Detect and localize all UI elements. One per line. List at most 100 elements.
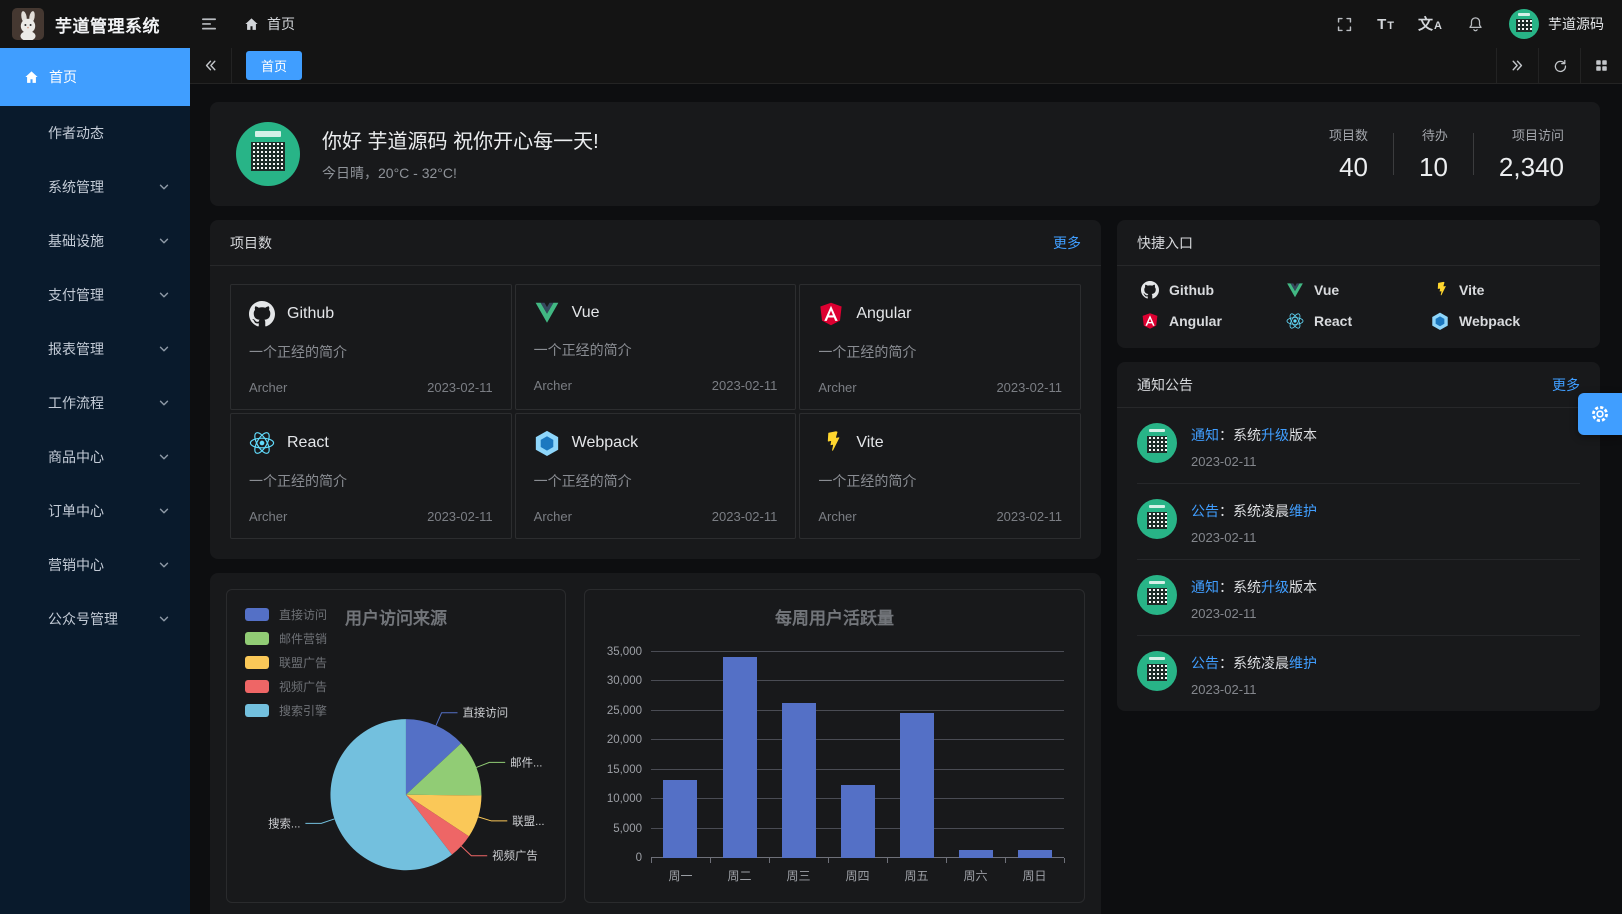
project-author: Archer	[249, 509, 288, 524]
user-menu[interactable]: 芋道源码	[1509, 9, 1604, 39]
project-card-vite[interactable]: Vite 一个正经的简介 Archer 2023-02-11	[799, 413, 1081, 539]
shortcuts-panel-title: 快捷入口	[1137, 234, 1193, 251]
pie-chart: 用户访问来源 直接访问 邮件营销 联盟广告 视频广告 搜索引擎 直接访问 邮件..…	[226, 589, 566, 903]
user-avatar	[1509, 9, 1539, 39]
vite-icon	[1431, 281, 1449, 299]
legend-item[interactable]: 直接访问	[245, 606, 327, 623]
stat-label: 待办	[1421, 128, 1448, 143]
legend-item[interactable]: 邮件营销	[245, 630, 327, 647]
language-icon-secondary: A	[1434, 19, 1442, 32]
sidebar-item-official-account[interactable]: 公众号管理	[0, 592, 190, 646]
breadcrumb[interactable]: 首页	[244, 14, 295, 34]
welcome-weather: 今日晴，20°C - 32°C!	[322, 165, 457, 181]
project-name: Angular	[856, 305, 912, 322]
fullscreen-icon[interactable]	[1336, 16, 1353, 33]
chevron-down-icon	[158, 343, 170, 355]
welcome-greeting: 你好 芋道源码 祝你开心每一天!	[322, 131, 599, 153]
svg-text:邮件...: 邮件...	[510, 755, 542, 769]
sidebar-item-label: 基础设施	[48, 233, 104, 249]
project-date: 2023-02-11	[711, 509, 778, 524]
language-icon-primary: 文	[1418, 15, 1434, 33]
sidebar-item-author-news[interactable]: 作者动态	[0, 106, 190, 160]
legend-swatch	[245, 704, 269, 717]
sidebar-item-report-mgmt[interactable]: 报表管理	[0, 322, 190, 376]
react-icon	[1286, 312, 1304, 330]
font-size-icon[interactable]: T T	[1377, 17, 1394, 32]
settings-fab[interactable]	[1578, 393, 1622, 435]
legend-swatch	[245, 656, 269, 669]
project-card-github[interactable]: Github 一个正经的简介 Archer 2023-02-11	[230, 284, 512, 410]
sidebar-item-product-center[interactable]: 商品中心	[0, 430, 190, 484]
tab-home[interactable]: 首页	[246, 51, 303, 80]
sidebar-fold-icon[interactable]	[200, 15, 218, 33]
refresh-icon[interactable]	[1538, 48, 1580, 83]
projects-more-link[interactable]: 更多	[1053, 234, 1081, 251]
project-name: Vue	[571, 304, 600, 321]
stat-projects: 项目数 40	[1304, 125, 1393, 183]
notice-item[interactable]: 公告：系统凌晨维护 2023-02-11	[1137, 483, 1580, 559]
legend-swatch	[245, 608, 269, 621]
notice-item[interactable]: 公告：系统凌晨维护 2023-02-11	[1137, 635, 1580, 711]
notice-date: 2023-02-11	[1191, 682, 1257, 697]
top-header: 芋道管理系统 首页 T T 文 A 芋道	[0, 0, 1622, 48]
home-icon	[244, 17, 259, 32]
shortcut-vue[interactable]: Vue	[1286, 281, 1431, 299]
scroll-tabs-left-icon[interactable]	[190, 48, 232, 83]
sidebar-item-system-mgmt[interactable]: 系统管理	[0, 160, 190, 214]
shortcut-react[interactable]: React	[1286, 312, 1431, 330]
project-author: Archer	[818, 509, 857, 524]
main-content: 你好 芋道源码 祝你开心每一天! 今日晴，20°C - 32°C! 项目数 40…	[190, 84, 1622, 914]
sidebar-item-order-center[interactable]: 订单中心	[0, 484, 190, 538]
projects-panel-title: 项目数	[230, 234, 272, 251]
notice-content: 公告：系统凌晨维护 2023-02-11	[1191, 651, 1317, 697]
tab-options-grid-icon[interactable]	[1580, 48, 1622, 83]
stat-divider	[1472, 133, 1474, 175]
shortcut-webpack[interactable]: Webpack	[1431, 312, 1576, 330]
sidebar-item-infrastructure[interactable]: 基础设施	[0, 214, 190, 268]
notice-date: 2023-02-11	[1191, 606, 1257, 621]
project-card-angular[interactable]: Angular 一个正经的简介 Archer 2023-02-11	[799, 284, 1081, 410]
projects-panel-header: 项目数 更多	[210, 220, 1101, 266]
project-card-react[interactable]: React 一个正经的简介 Archer 2023-02-11	[230, 413, 512, 539]
sidebar-item-home[interactable]: 首页	[0, 48, 190, 106]
legend-label: 视频广告	[279, 680, 328, 694]
notices-more-link[interactable]: 更多	[1552, 376, 1580, 393]
shortcut-angular[interactable]: Angular	[1141, 312, 1286, 330]
vue-icon	[534, 301, 560, 325]
shortcut-vite[interactable]: Vite	[1431, 281, 1576, 299]
legend-item[interactable]: 联盟广告	[245, 654, 327, 671]
notice-item[interactable]: 通知：系统升级版本 2023-02-11	[1137, 408, 1580, 483]
sidebar-item-marketing-center[interactable]: 营销中心	[0, 538, 190, 592]
notice-avatar	[1137, 423, 1177, 463]
project-card-vue[interactable]: Vue 一个正经的简介 Archer 2023-02-11	[514, 284, 797, 410]
legend-item[interactable]: 视频广告	[245, 678, 327, 695]
project-date: 2023-02-11	[427, 380, 493, 395]
header-actions: T T 文 A 芋道源码	[1336, 9, 1604, 39]
stat-label: 项目数	[1328, 128, 1368, 143]
notification-bell-icon[interactable]	[1466, 15, 1485, 34]
language-icon[interactable]: 文 A	[1418, 17, 1442, 32]
svg-text:直接访问: 直接访问	[462, 706, 508, 720]
stats: 项目数 40 待办 10 项目访问 2,340	[1304, 125, 1574, 183]
sidebar-item-label: 工作流程	[48, 395, 104, 411]
chevron-down-icon	[158, 451, 170, 463]
sidebar-item-payment-mgmt[interactable]: 支付管理	[0, 268, 190, 322]
notice-date: 2023-02-11	[1191, 530, 1257, 545]
project-name: React	[287, 434, 329, 451]
sidebar-item-label: 订单中心	[48, 503, 104, 519]
legend-item[interactable]: 搜索引擎	[245, 702, 327, 719]
sidebar-item-workflow[interactable]: 工作流程	[0, 376, 190, 430]
notice-avatar	[1137, 651, 1177, 691]
notice-content: 通知：系统升级版本 2023-02-11	[1191, 575, 1317, 621]
project-desc: 一个正经的简介	[533, 342, 632, 358]
project-author: Archer	[818, 380, 857, 395]
shortcut-github[interactable]: Github	[1141, 281, 1286, 299]
scroll-tabs-right-icon[interactable]	[1496, 48, 1538, 83]
bar-chart-canvas: 0 5,000 10,000 15,000 20,000 25,000 30,000 35,0…	[607, 646, 1065, 883]
project-card-webpack[interactable]: Webpack 一个正经的简介 Archer 2023-02-11	[514, 413, 797, 539]
webpack-icon	[1431, 312, 1449, 330]
notice-title: 通知：系统升级版本	[1191, 579, 1317, 595]
notice-item[interactable]: 通知：系统升级版本 2023-02-11	[1137, 559, 1580, 635]
